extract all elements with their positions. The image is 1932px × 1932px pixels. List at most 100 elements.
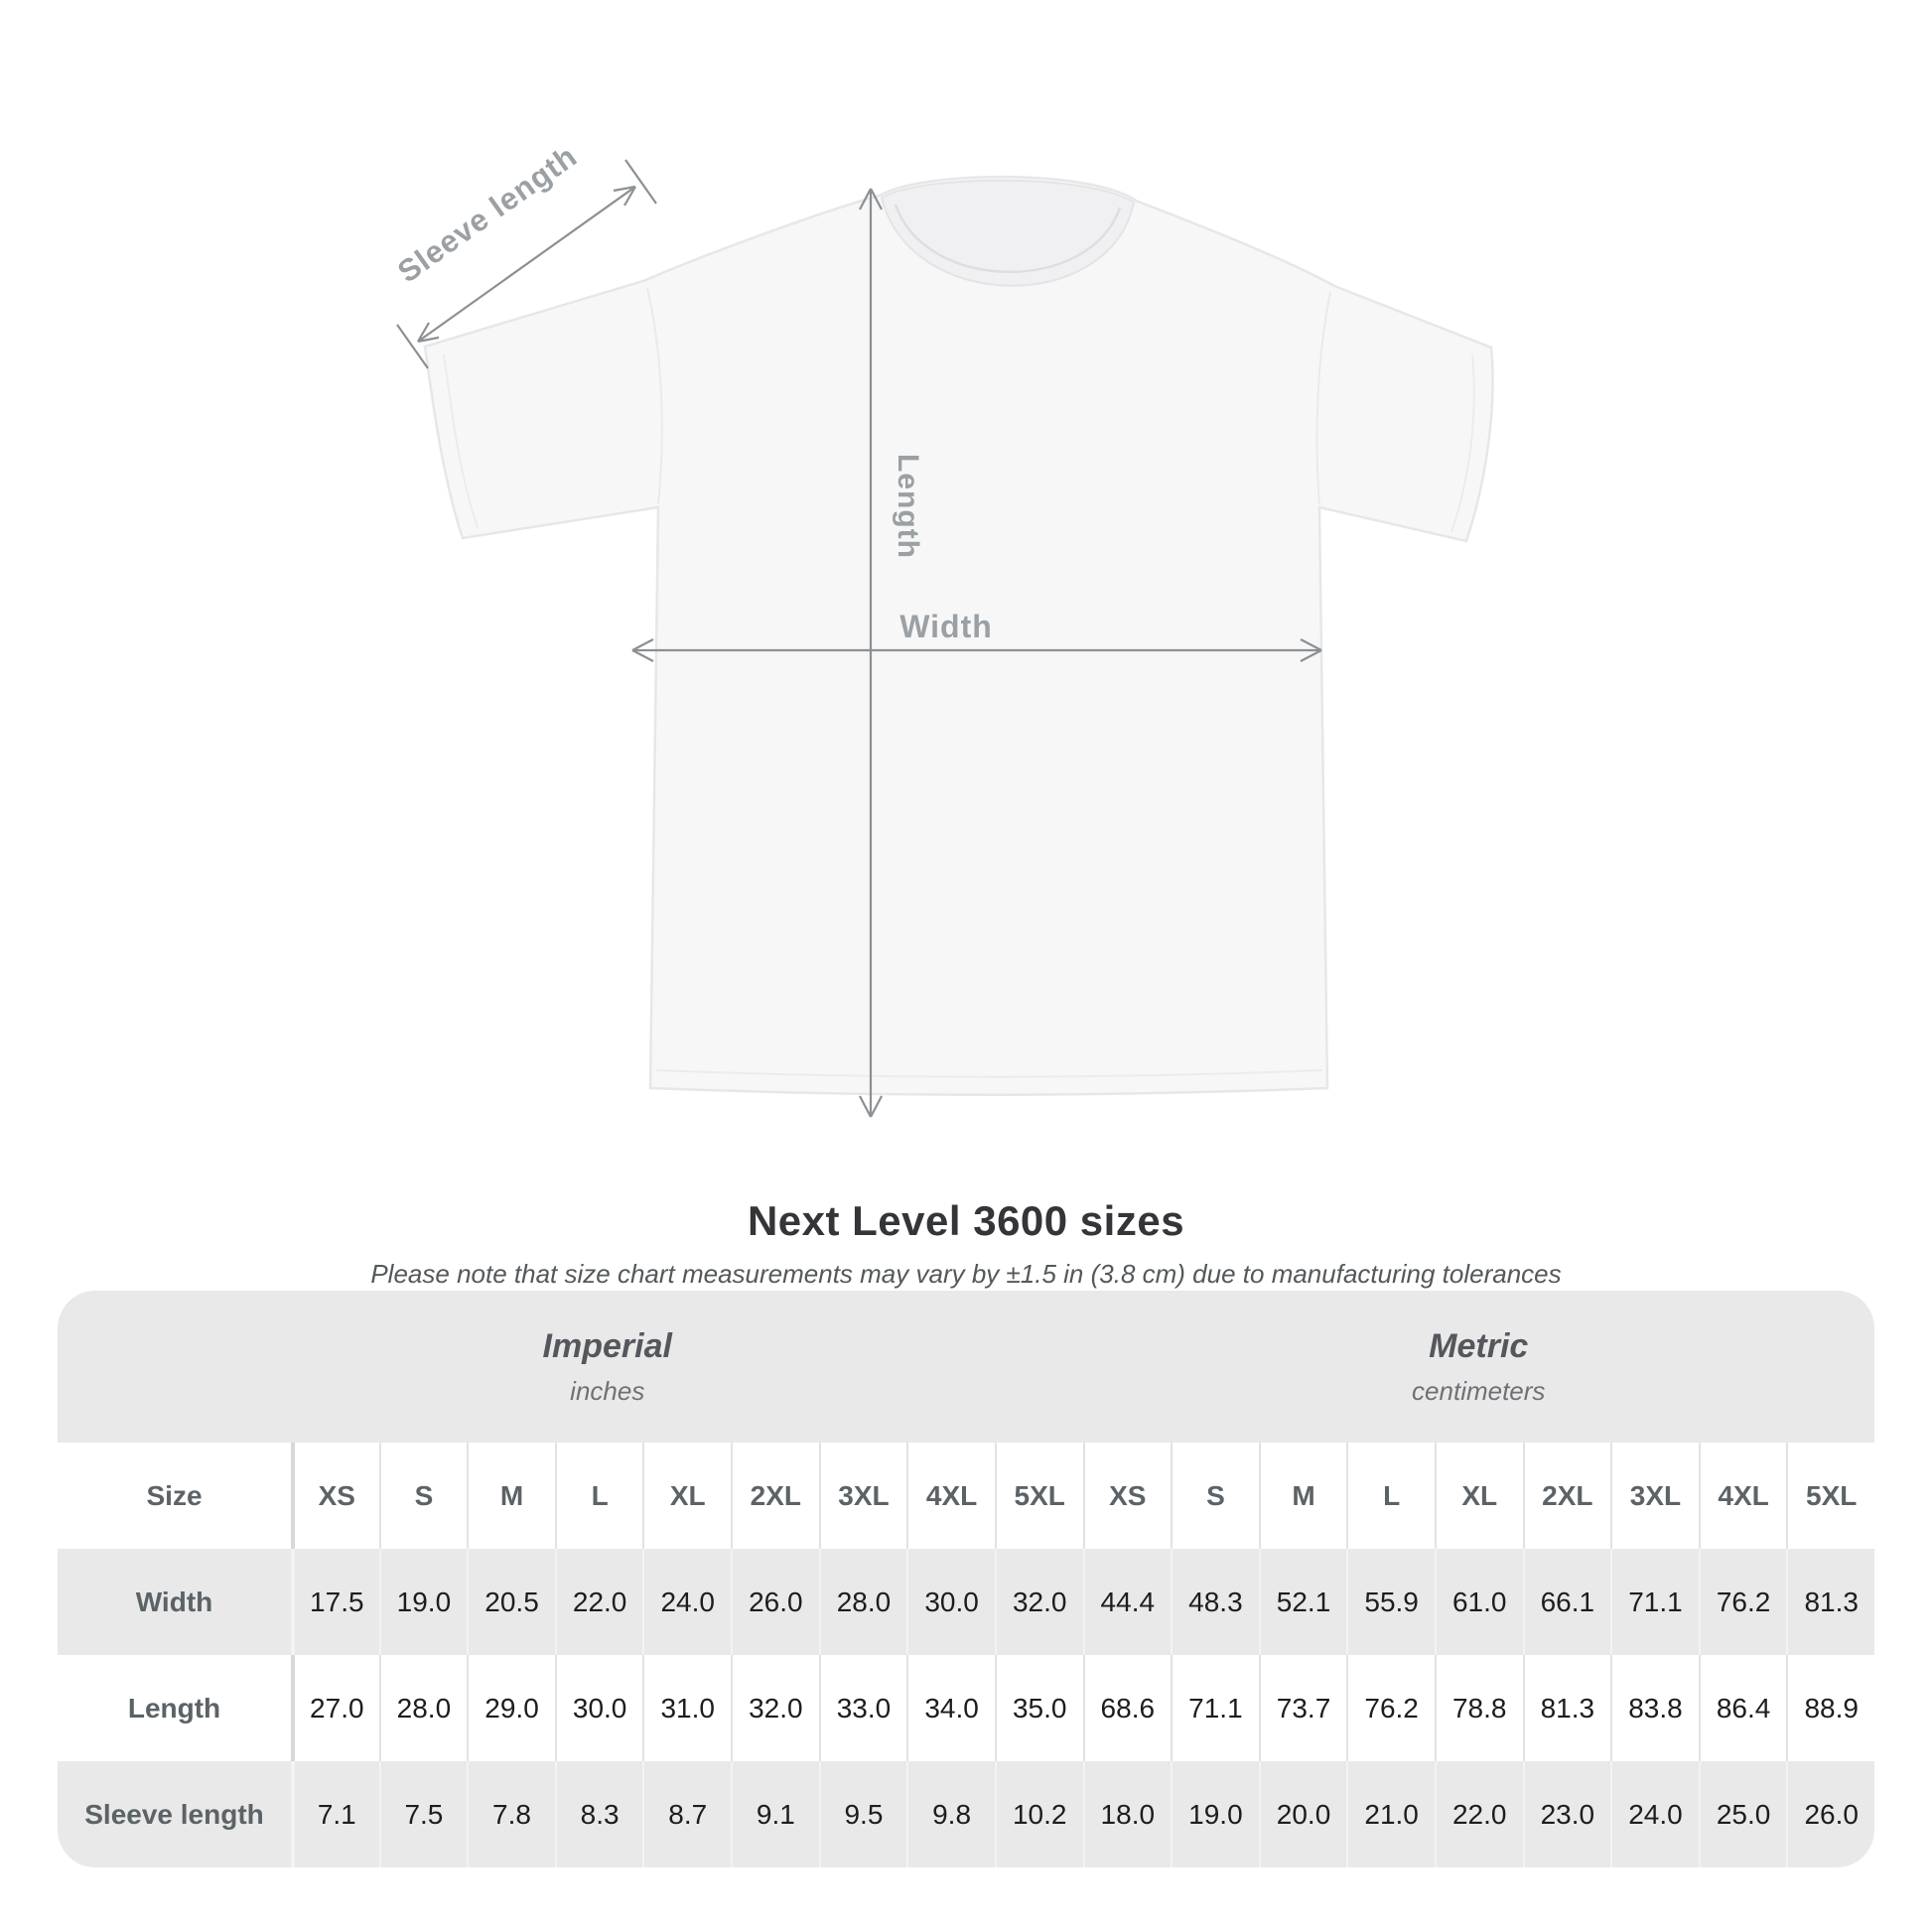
tshirt-left-armhole-seam [646,287,663,505]
table-row-sleeve-length: Sleeve length 7.1 7.5 7.8 8.3 8.7 9.1 9.… [58,1761,1874,1867]
size-column-header: M [1258,1443,1347,1549]
table-cell: 29.0 [467,1655,555,1761]
table-cell: 55.9 [1346,1549,1435,1655]
table-cell: 28.0 [818,1549,907,1655]
size-column-header: S [378,1443,468,1549]
table-cell: 23.0 [1522,1761,1611,1867]
size-column-header: XS [1082,1443,1172,1549]
tshirt-right-armhole-seam [1315,291,1331,505]
table-cell: 81.3 [1786,1549,1874,1655]
width-arrow [631,638,1322,662]
page-title: Next Level 3600 sizes [747,1197,1185,1244]
table-cell: 76.2 [1698,1549,1787,1655]
table-cell: 24.0 [1610,1761,1699,1867]
size-column-header: 4XL [1698,1443,1787,1549]
tolerance-note: Please note that size chart measurements… [370,1259,1562,1289]
tshirt-right-cuff-seam [1450,354,1475,533]
table-cell: 30.0 [554,1655,643,1761]
length-label: Length [892,454,924,559]
tshirt-collar-seam [894,204,1122,274]
table-cell: 32.0 [994,1549,1083,1655]
table-cell: 76.2 [1346,1655,1435,1761]
table-cell: 20.5 [467,1549,555,1655]
metric-unit-label: centimeters [1412,1375,1546,1406]
size-table: Imperial inches Metric centimeters Size … [58,1291,1874,1867]
size-column-header: XL [1434,1443,1523,1549]
unit-header-row: Imperial inches Metric centimeters [58,1291,1874,1443]
table-cell: 73.7 [1258,1655,1347,1761]
table-cell: 52.1 [1258,1549,1347,1655]
size-column-header: S [1171,1443,1259,1549]
table-cell: 9.5 [818,1761,907,1867]
size-column-header: 2XL [731,1443,819,1549]
size-column-header: M [467,1443,555,1549]
table-cell: 33.0 [818,1655,907,1761]
table-cell: 27.0 [291,1655,379,1761]
sleeve-length-arrow [396,159,657,369]
size-column-header: 4XL [906,1443,995,1549]
row-label: Width [135,1586,213,1617]
tshirt-hem-seam [655,1069,1323,1078]
table-cell: 86.4 [1698,1655,1787,1761]
tshirt-measurement-diagram: Sleeve length Length Width [391,138,1494,1118]
table-row-width: Width 17.5 19.0 20.5 22.0 24.0 26.0 28.0… [58,1549,1874,1655]
size-column-header: 2XL [1522,1443,1611,1549]
table-cell: 19.0 [1171,1761,1259,1867]
table-cell: 25.0 [1698,1761,1787,1867]
size-column-header: XS [291,1443,379,1549]
row-label: Length [127,1692,221,1724]
table-cell: 48.3 [1171,1549,1259,1655]
table-cell: 61.0 [1434,1549,1523,1655]
size-corner-label: Size [146,1479,203,1511]
table-cell: 19.0 [378,1549,468,1655]
table-cell: 28.0 [378,1655,468,1761]
row-label: Sleeve length [84,1798,264,1830]
table-cell: 7.5 [378,1761,468,1867]
table-cell: 81.3 [1522,1655,1611,1761]
table-cell: 66.1 [1522,1549,1611,1655]
size-column-header: L [554,1443,643,1549]
size-column-header: 3XL [818,1443,907,1549]
table-cell: 22.0 [554,1549,643,1655]
size-column-header: 5XL [994,1443,1083,1549]
table-cell: 21.0 [1346,1761,1435,1867]
table-cell: 9.8 [906,1761,995,1867]
table-cell: 32.0 [731,1655,819,1761]
table-cell: 44.4 [1082,1549,1172,1655]
table-cell: 71.1 [1610,1549,1699,1655]
table-cell: 34.0 [906,1655,995,1761]
table-cell: 8.7 [642,1761,731,1867]
table-cell: 35.0 [994,1655,1083,1761]
table-cell: 20.0 [1258,1761,1347,1867]
width-label: Width [899,609,993,644]
table-cell: 71.1 [1171,1655,1259,1761]
size-column-header: 5XL [1786,1443,1874,1549]
size-column-header: L [1346,1443,1435,1549]
size-column-header: 3XL [1610,1443,1699,1549]
size-header-row: Size XS S M L XL 2XL 3XL 4XL 5XL XS S M … [58,1443,1874,1549]
table-cell: 26.0 [731,1549,819,1655]
table-row-length: Length 27.0 28.0 29.0 30.0 31.0 32.0 33.… [58,1655,1874,1761]
table-cell: 7.8 [467,1761,555,1867]
tshirt-mockup [423,175,1494,1096]
imperial-group-header: Imperial inches [211,1291,1004,1443]
table-cell: 26.0 [1786,1761,1874,1867]
tshirt-left-cuff-seam [443,353,479,528]
imperial-label: Imperial [542,1326,672,1365]
table-cell: 8.3 [554,1761,643,1867]
table-cell: 88.9 [1786,1655,1874,1761]
table-cell: 24.0 [642,1549,731,1655]
table-cell: 78.8 [1434,1655,1523,1761]
table-cell: 31.0 [642,1655,731,1761]
table-cell: 10.2 [994,1761,1083,1867]
imperial-unit-label: inches [570,1375,645,1406]
table-cell: 83.8 [1610,1655,1699,1761]
table-cell: 9.1 [731,1761,819,1867]
table-cell: 68.6 [1082,1655,1172,1761]
sleeve-length-label: Sleeve length [391,138,584,289]
metric-group-header: Metric centimeters [1083,1291,1875,1443]
table-cell: 7.1 [291,1761,379,1867]
length-arrow [859,188,883,1118]
size-column-header: XL [642,1443,731,1549]
